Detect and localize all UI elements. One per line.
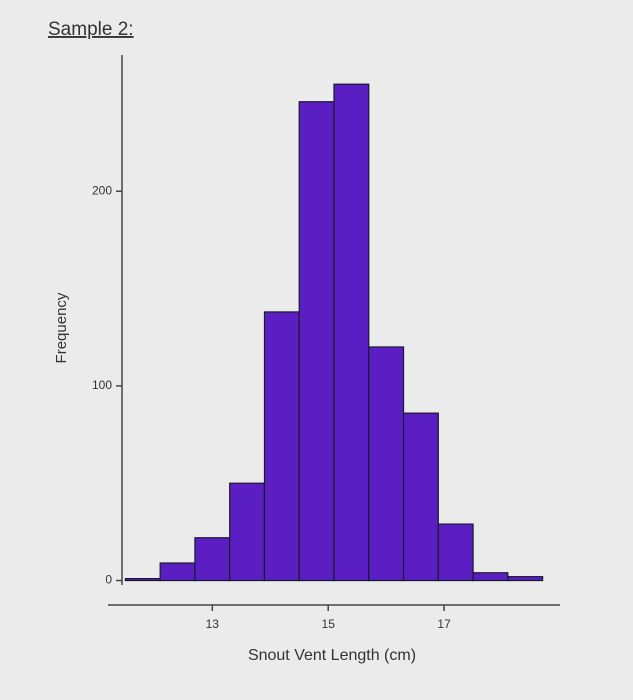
x-tick-label: 17 — [437, 617, 451, 631]
bar — [159, 562, 196, 582]
x-tick-label: 15 — [322, 617, 336, 631]
x-tick-label: 13 — [206, 617, 220, 631]
bar — [298, 101, 335, 582]
bar — [333, 83, 370, 582]
bar — [507, 576, 544, 582]
bar — [194, 537, 231, 582]
bar — [229, 482, 266, 582]
x-axis-label: Snout Vent Length (cm) — [248, 647, 416, 664]
y-axis-label: Frequency — [53, 292, 70, 363]
chart-title: Sample 2: — [48, 19, 134, 40]
y-tick-label: 200 — [92, 183, 112, 197]
bar — [437, 523, 474, 582]
y-tick-label: 100 — [92, 378, 112, 392]
bar — [124, 577, 161, 582]
bar — [472, 572, 509, 582]
bar — [263, 311, 300, 582]
bar — [402, 412, 439, 582]
y-tick-label: 0 — [105, 573, 112, 587]
bar — [368, 346, 405, 582]
